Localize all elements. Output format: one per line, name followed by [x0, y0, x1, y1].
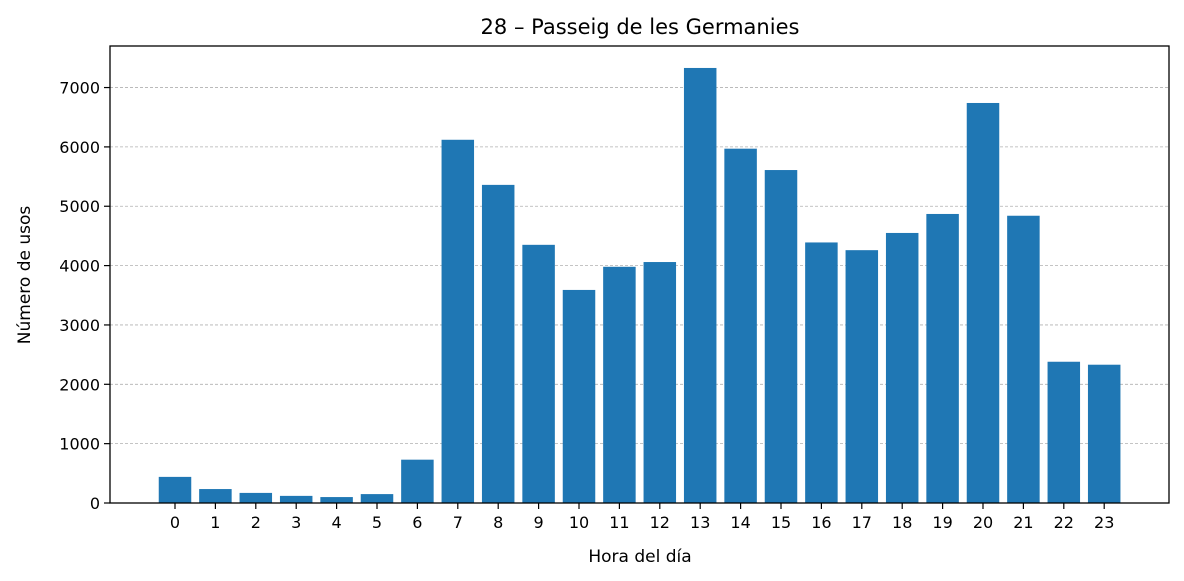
x-tick-label: 15: [771, 513, 791, 532]
x-tick-label: 11: [609, 513, 629, 532]
bar: [603, 266, 636, 503]
bar: [360, 494, 394, 503]
bar: [199, 489, 232, 503]
x-tick-label: 20: [973, 513, 993, 532]
x-tick-label: 5: [372, 513, 382, 532]
plot-frame: [109, 45, 1170, 504]
x-tick-label: 23: [1094, 513, 1114, 532]
x-tick-label: 19: [932, 513, 952, 532]
x-tick-label: 12: [650, 513, 670, 532]
bar: [764, 170, 798, 504]
bar: [1087, 364, 1121, 503]
y-tick-label: 4000: [59, 257, 100, 276]
x-tick-label: 8: [493, 513, 503, 532]
x-tick-label: 2: [251, 513, 261, 532]
y-tick-label: 6000: [59, 138, 100, 157]
x-axis-label: Hora del día: [588, 547, 691, 567]
x-tick-label: 17: [852, 513, 872, 532]
x-tick-label: 6: [412, 513, 422, 532]
x-tick-label: 7: [453, 513, 463, 532]
bar: [441, 139, 475, 503]
y-axis-ticks: 0 1000 2000 3000 4000 5000 6000 7000: [59, 79, 110, 513]
y-tick-label: 7000: [59, 79, 100, 98]
bars: [158, 67, 1121, 504]
x-tick-label: 14: [730, 513, 750, 532]
x-tick-label: 1: [210, 513, 220, 532]
x-tick-label: 10: [569, 513, 589, 532]
chart-title: 28 – Passeig de les Germanies: [481, 15, 800, 39]
bar: [320, 497, 353, 503]
bar: [805, 242, 838, 503]
bar: [1007, 215, 1040, 503]
bar: [481, 184, 515, 503]
y-tick-label: 5000: [59, 197, 100, 216]
bar: [562, 289, 596, 503]
bar: [1047, 361, 1081, 503]
bar: [279, 495, 313, 503]
bar: [158, 476, 192, 503]
x-tick-label: 9: [534, 513, 544, 532]
bar: [239, 492, 273, 503]
bar: [643, 262, 677, 503]
y-tick-label: 0: [90, 494, 100, 513]
y-tick-label: 2000: [59, 375, 100, 394]
bar: [401, 459, 434, 503]
y-axis-label: Número de usos: [15, 206, 35, 345]
x-tick-label: 13: [690, 513, 710, 532]
y-tick-label: 3000: [59, 316, 100, 335]
x-tick-label: 4: [332, 513, 342, 532]
bar: [522, 244, 555, 503]
bar: [845, 250, 879, 503]
bar: [926, 213, 959, 503]
bar: [724, 148, 757, 503]
bar: [966, 102, 1000, 503]
bar: [885, 232, 919, 504]
bar: [683, 67, 717, 503]
y-tick-label: 1000: [59, 435, 100, 454]
x-tick-label: 0: [170, 513, 180, 532]
x-tick-label: 16: [811, 513, 831, 532]
x-axis-ticks: 0 1 2 3 4 5 6 7 8 9 10 11 12 13 14 15 16 17 18 19 20 21 22 23: [170, 503, 1114, 532]
x-tick-label: 21: [1013, 513, 1033, 532]
x-tick-label: 22: [1054, 513, 1074, 532]
x-tick-label: 3: [291, 513, 301, 532]
x-tick-label: 18: [892, 513, 912, 532]
